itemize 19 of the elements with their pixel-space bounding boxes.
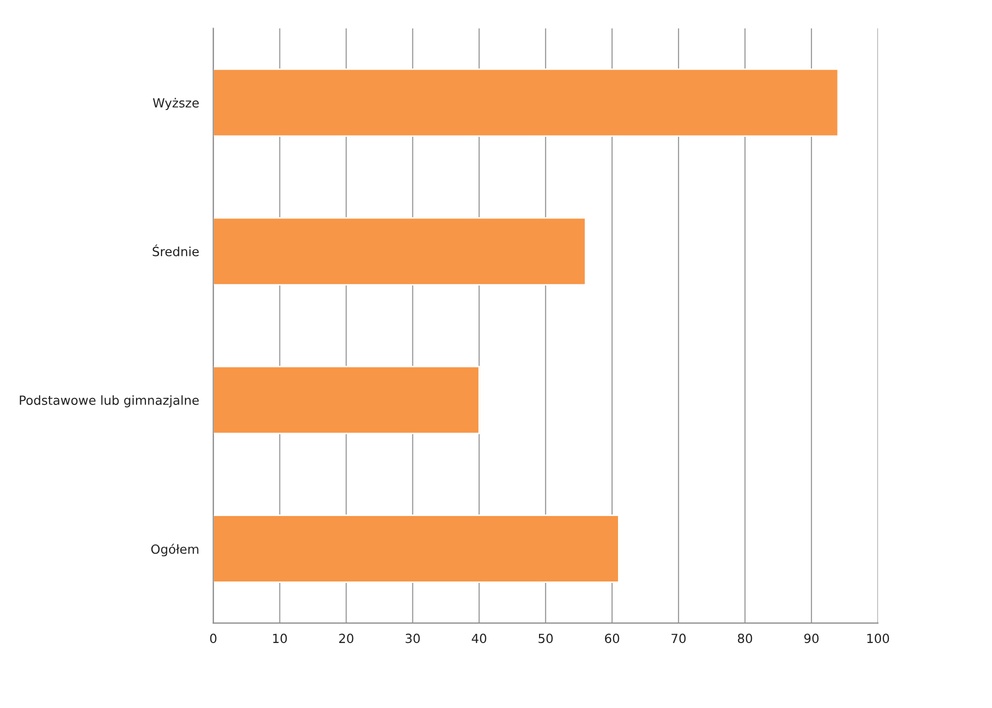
x-tick-label: 90 [804, 634, 819, 644]
x-tick-label: 50 [538, 634, 553, 644]
bar [213, 514, 620, 583]
y-tick-label: Podstawowe lub gimnazjalne [20, 395, 199, 408]
bar [213, 217, 586, 286]
y-tick-label: Wyższe [152, 98, 199, 110]
x-tick-label: 30 [406, 634, 420, 644]
y-tick-label: Ogółem [151, 544, 198, 556]
x-tick-label: 60 [604, 634, 620, 644]
x-tick-label: 10 [273, 634, 287, 644]
x-tick-label: 20 [339, 634, 354, 644]
y-tick-label: Średnie [152, 244, 199, 256]
bar [213, 366, 480, 434]
x-tick-label: 70 [672, 634, 686, 644]
x-tick-label: 100 [867, 634, 890, 644]
x-tick-label: 40 [472, 634, 486, 644]
x-tick-label: 80 [738, 634, 752, 644]
bar [213, 68, 839, 137]
x-tick-label: 0 [210, 634, 216, 644]
